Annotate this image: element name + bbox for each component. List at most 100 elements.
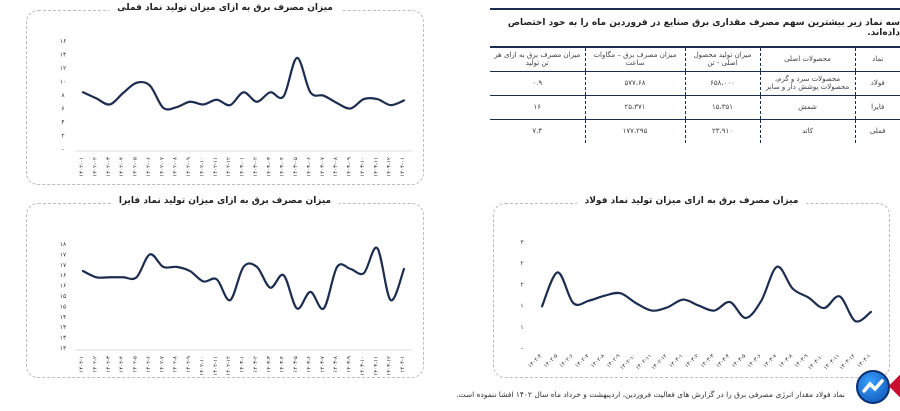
x-tick-label: ۱۴۰۲-۷ <box>574 353 590 369</box>
x-tick-label: ۱۴۰۳-۱۱ <box>373 356 379 376</box>
x-tick-label: ۱۴۰۲-۵ <box>543 353 559 369</box>
chart-title: میزان مصرف برق به ازای میزان تولید نماد … <box>109 3 341 13</box>
x-tick-label: ۱۴۰۲-۱۱ <box>213 356 219 376</box>
y-tick-label: ۱۰ <box>60 79 66 86</box>
x-tick-label: ۱۴۰۲-۱۰ <box>199 157 205 177</box>
y-tick-label: - <box>62 146 64 153</box>
cell: فولاد <box>854 70 900 95</box>
x-tick-label: ۱۴۰۲-۳ <box>106 356 112 373</box>
x-tick-label: ۱۴۰۳-۲ <box>253 356 259 373</box>
x-tick-label: ۱۴۰۳-۷ <box>320 356 326 373</box>
x-tick-label: ۱۴۰۲-۰۳ <box>106 157 112 177</box>
x-tick-label: ۱۴۰۲-۸ <box>173 356 179 373</box>
header-cell: محصولات اصلی <box>759 47 855 71</box>
cell: فایرا <box>854 94 900 119</box>
cell: ۱۶ <box>490 94 585 119</box>
x-tick-label: ۱۴۰۲-۰۶ <box>146 157 152 177</box>
x-tick-label: ۱۴۰۴-۰۱ <box>400 157 406 177</box>
y-tick-label: ۲ <box>61 133 64 140</box>
x-tick-label: ۱۴۰۳-۵ <box>731 353 747 369</box>
cell: محصولات سرد و گرم، محصولات پوشش دار و سا… <box>759 70 855 95</box>
series-line <box>540 265 873 323</box>
chart-faira: میزان مصرف برق به ازای میزان تولید نماد … <box>26 196 424 378</box>
cell: شمش <box>759 94 855 119</box>
x-tick-label: ۱۴۰۳-۷ <box>762 353 778 369</box>
y-tick-label: ۸ <box>61 92 65 99</box>
chart-svg: - ۱ ۱ ۲ ۲ ۳ ۱۴۰۲-۴ ۱۴۰۲-۵ ۱۴۰۲-۶ ۱۴۰۲-۷ ۱۴۰۲-۸ ۱۴۰۲… <box>520 239 873 371</box>
y-tick-label: ۴ <box>61 119 64 126</box>
y-tick-label: ۱۵ <box>60 293 66 300</box>
cell: ۰.۹ <box>490 70 585 95</box>
y-tick-label: ۱۶ <box>60 272 66 279</box>
brand-logo-icon <box>856 370 890 404</box>
y-tick-label: ۱ <box>520 324 523 331</box>
y-tick-label: ۱۴ <box>60 324 66 331</box>
x-tick-label: ۱۴۰۳-۱۲ <box>387 157 393 177</box>
chart-foolad: میزان مصرف برق به ازای میزان تولید نماد … <box>493 196 890 378</box>
chart-title: میزان مصرف برق به ازای میزان تولید نماد … <box>110 196 340 206</box>
x-tick-label: ۱۴۰۲-۹ <box>186 356 192 373</box>
table-header-row: نماد محصولات اصلی میزان تولید محصول اصلی… <box>490 47 900 71</box>
y-tick-label: ۶ <box>61 106 64 113</box>
footer-note: نماد فولاد مقدار انرژی مصرفی برق را در گ… <box>456 390 845 399</box>
y-tick-label: ۱۶ <box>60 283 66 290</box>
chart-svg: - ۲ ۴ ۶ ۸ ۱۰ ۱۲ ۱۴ ۱۶ ۱۴۰۲-۰۱ ۱۴۰۲-۰۲ ۱۴۰۲-۰۳ ۱۴۰۲-۰… <box>60 38 412 177</box>
x-tick-label: ۱۴۰۲-۱۱ <box>213 157 219 177</box>
divider <box>490 8 900 10</box>
x-tick-label: ۱۴۰۲-۴ <box>119 356 125 373</box>
chart-title: میزان مصرف برق به ازای میزان تولید نماد … <box>576 196 807 206</box>
x-tick-label: ۱۴۰۳-۰۳ <box>266 157 272 177</box>
x-tick-label: ۱۴۰۲-۱ <box>79 356 85 373</box>
cell: ۱۷۷،۲۹۵ <box>584 118 685 143</box>
x-tick-label: ۱۴۰۲-۲ <box>92 356 98 373</box>
x-tick-label: ۱۴۰۲-۱۰ <box>619 353 637 371</box>
x-tick-label: ۱۴۰۳-۳ <box>266 356 272 373</box>
x-tick-label: ۱۴۰۳-۰۵ <box>293 157 299 177</box>
x-tick-label: ۱۴۰۲-۱۲ <box>226 356 232 376</box>
cell: ۵۷۷،۶۸ <box>584 70 685 95</box>
x-tick-label: ۱۴۰۳-۱ <box>240 356 246 373</box>
x-tick-label: ۱۴۰۳-۸ <box>333 356 339 373</box>
cell: ۱۵،۳۵۱ <box>684 94 760 119</box>
x-tick-label: ۱۴۰۳-۱۰ <box>807 353 825 371</box>
y-tick-label: ۱۶ <box>60 38 66 45</box>
table-row: فملی کاتد ۲۳،۹۱۰ ۱۷۷،۲۹۵ ۷.۴ <box>490 118 900 143</box>
x-tick-label: ۱۴۰۲-۴ <box>527 353 543 369</box>
x-tick-label: ۱۴۰۳-۸ <box>778 353 794 369</box>
x-tick-label: ۱۴۰۳-۰۷ <box>320 157 326 177</box>
x-tick-label: ۱۴۰۳-۳ <box>700 353 716 369</box>
y-tick-label: - <box>521 345 523 352</box>
x-tick-label: ۱۴۰۳-۱۰ <box>360 356 366 376</box>
x-tick-label: ۱۴۰۳-۶ <box>747 353 763 369</box>
header-cell: میزان مصرف برق – مگاوات ساعت <box>584 47 685 71</box>
y-tick-label: ۱۷ <box>60 262 67 269</box>
cell: ۷.۴ <box>490 118 585 143</box>
x-tick-label: ۱۴۰۳-۰۸ <box>333 157 339 177</box>
x-tick-label: ۱۴۰۲-۰۵ <box>133 157 139 177</box>
y-tick-label: ۱۷ <box>60 251 67 258</box>
x-tick-label: ۱۴۰۲-۶ <box>146 356 152 373</box>
x-tick-label: ۱۴۰۲-۰۹ <box>186 157 192 177</box>
x-tick-label: ۱۴۰۳-۶ <box>306 356 312 373</box>
electricity-table: سه نماد زیر بیشترین سهم مصرف مقداری برق … <box>490 8 900 143</box>
x-tick-label: ۱۴۰۳-۵ <box>293 356 299 373</box>
x-tick-label: ۱۴۰۲-۱۲ <box>651 353 669 371</box>
x-tick-label: ۱۴۰۳-۱ <box>668 353 684 369</box>
x-tick-label: ۱۴۰۳-۰۴ <box>280 157 286 177</box>
x-tick-label: ۱۴۰۲-۰۱ <box>79 157 85 177</box>
x-tick-label: ۱۴۰۲-۷ <box>159 356 165 373</box>
x-tick-label: ۱۴۰۳-۱۱ <box>823 353 841 371</box>
y-tick-label: ۲ <box>520 281 523 288</box>
x-tick-label: ۱۴۰۳-۱۲ <box>839 353 857 371</box>
y-tick-label: ۱۴ <box>60 52 66 59</box>
y-tick-label: ۱۳ <box>60 345 67 352</box>
x-tick-label: ۱۴۰۳-۰۲ <box>253 157 259 177</box>
x-tick-label: ۱۴۰۲-۵ <box>133 356 139 373</box>
x-tick-label: ۱۴۰۳-۴ <box>280 356 286 373</box>
x-tick-label: ۱۴۰۳-۱۱ <box>373 157 379 177</box>
table-caption: سه نماد زیر بیشترین سهم مصرف مقداری برق … <box>507 18 900 38</box>
cell: ۶۵۸،۰۰۰ <box>684 70 760 95</box>
x-tick-label: ۱۴۰۲-۰۷ <box>159 157 165 177</box>
x-tick-label: ۱۴۰۲-۰۲ <box>92 157 98 177</box>
cell: ۲۳،۹۱۰ <box>684 118 760 143</box>
